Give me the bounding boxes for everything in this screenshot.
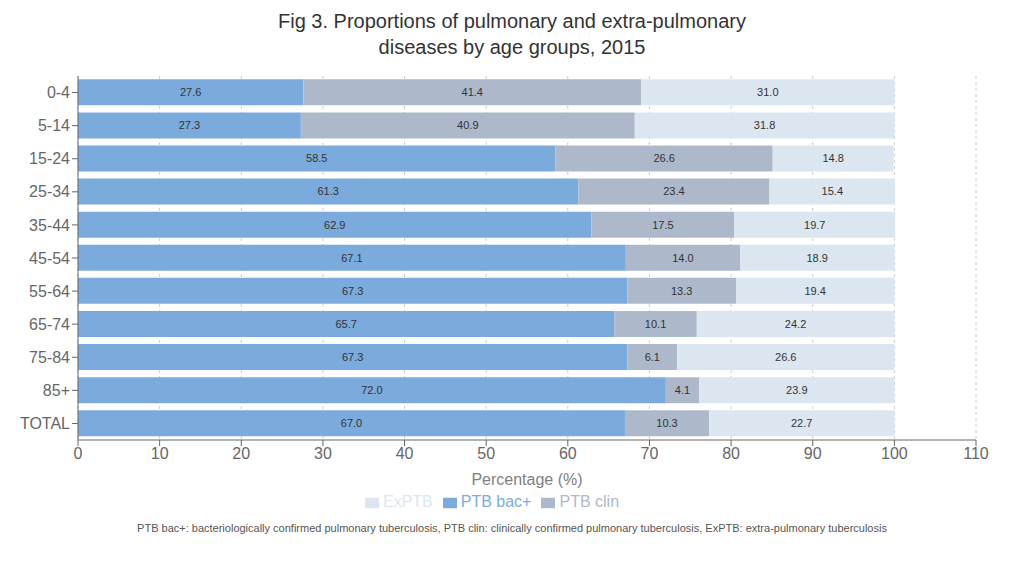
svg-text:TOTAL: TOTAL: [20, 415, 70, 432]
svg-text:13.3: 13.3: [671, 285, 692, 297]
svg-text:22.7: 22.7: [791, 417, 812, 429]
svg-text:20: 20: [232, 445, 250, 462]
svg-text:60: 60: [559, 445, 577, 462]
svg-text:0: 0: [74, 445, 83, 462]
svg-text:24.2: 24.2: [785, 318, 806, 330]
svg-text:10.3: 10.3: [656, 417, 677, 429]
svg-text:55-64: 55-64: [29, 283, 70, 300]
svg-text:15-24: 15-24: [29, 150, 70, 167]
svg-text:61.3: 61.3: [318, 185, 339, 197]
svg-text:Percentage (%): Percentage (%): [471, 471, 582, 488]
svg-text:72.0: 72.0: [361, 384, 382, 396]
svg-text:40.9: 40.9: [457, 119, 478, 131]
svg-text:19.4: 19.4: [804, 285, 825, 297]
svg-text:110: 110: [963, 445, 989, 462]
svg-text:67.3: 67.3: [342, 285, 363, 297]
svg-text:85+: 85+: [43, 382, 70, 399]
svg-text:67.1: 67.1: [341, 252, 362, 264]
html-text:Fig 3. Proportions of pulmonar: Fig 3. Proportions of pulmonary and extr…: [278, 10, 746, 32]
html-text:diseases by age groups, 2015: diseases by age groups, 2015: [378, 36, 646, 58]
svg-text:14.8: 14.8: [822, 152, 843, 164]
svg-text:41.4: 41.4: [462, 86, 483, 98]
svg-text:65.7: 65.7: [335, 318, 356, 330]
svg-text:17.5: 17.5: [652, 219, 673, 231]
svg-text:67.3: 67.3: [342, 351, 363, 363]
html-text:PTB bac+: bacteriologically co: PTB bac+: bacteriologically confirmed pu…: [137, 522, 887, 534]
svg-text:67.0: 67.0: [341, 417, 362, 429]
svg-text:27.3: 27.3: [179, 119, 200, 131]
svg-text:26.6: 26.6: [775, 351, 796, 363]
svg-text:62.9: 62.9: [324, 219, 345, 231]
svg-text:50: 50: [477, 445, 495, 462]
svg-text:5-14: 5-14: [38, 117, 70, 134]
svg-text:75-84: 75-84: [29, 349, 70, 366]
svg-text:70: 70: [641, 445, 659, 462]
svg-text:10: 10: [151, 445, 169, 462]
html-text:ExPTB: ExPTB: [383, 493, 433, 510]
svg-text:25-34: 25-34: [29, 183, 70, 200]
html-text:PTB clin: PTB clin: [559, 493, 619, 510]
svg-text:65-74: 65-74: [29, 316, 70, 333]
svg-text:0-4: 0-4: [47, 84, 70, 101]
svg-text:31.8: 31.8: [754, 119, 775, 131]
html-text:PTB bac+: PTB bac+: [460, 493, 532, 510]
svg-text:40: 40: [396, 445, 414, 462]
svg-text:26.6: 26.6: [653, 152, 674, 164]
svg-text:45-54: 45-54: [29, 250, 70, 267]
svg-text:19.7: 19.7: [804, 219, 825, 231]
svg-text:23.4: 23.4: [663, 185, 684, 197]
svg-text:14.0: 14.0: [672, 252, 693, 264]
svg-text:10.1: 10.1: [645, 318, 666, 330]
svg-text:18.9: 18.9: [807, 252, 828, 264]
svg-text:23.9: 23.9: [786, 384, 807, 396]
svg-text:35-44: 35-44: [29, 217, 70, 234]
svg-text:6.1: 6.1: [645, 351, 660, 363]
svg-text:80: 80: [722, 445, 740, 462]
svg-text:58.5: 58.5: [306, 152, 327, 164]
svg-text:100: 100: [881, 445, 908, 462]
svg-text:4.1: 4.1: [675, 384, 690, 396]
svg-text:15.4: 15.4: [822, 185, 843, 197]
svg-text:31.0: 31.0: [757, 86, 778, 98]
svg-text:27.6: 27.6: [180, 86, 201, 98]
svg-text:30: 30: [314, 445, 332, 462]
svg-text:90: 90: [804, 445, 822, 462]
